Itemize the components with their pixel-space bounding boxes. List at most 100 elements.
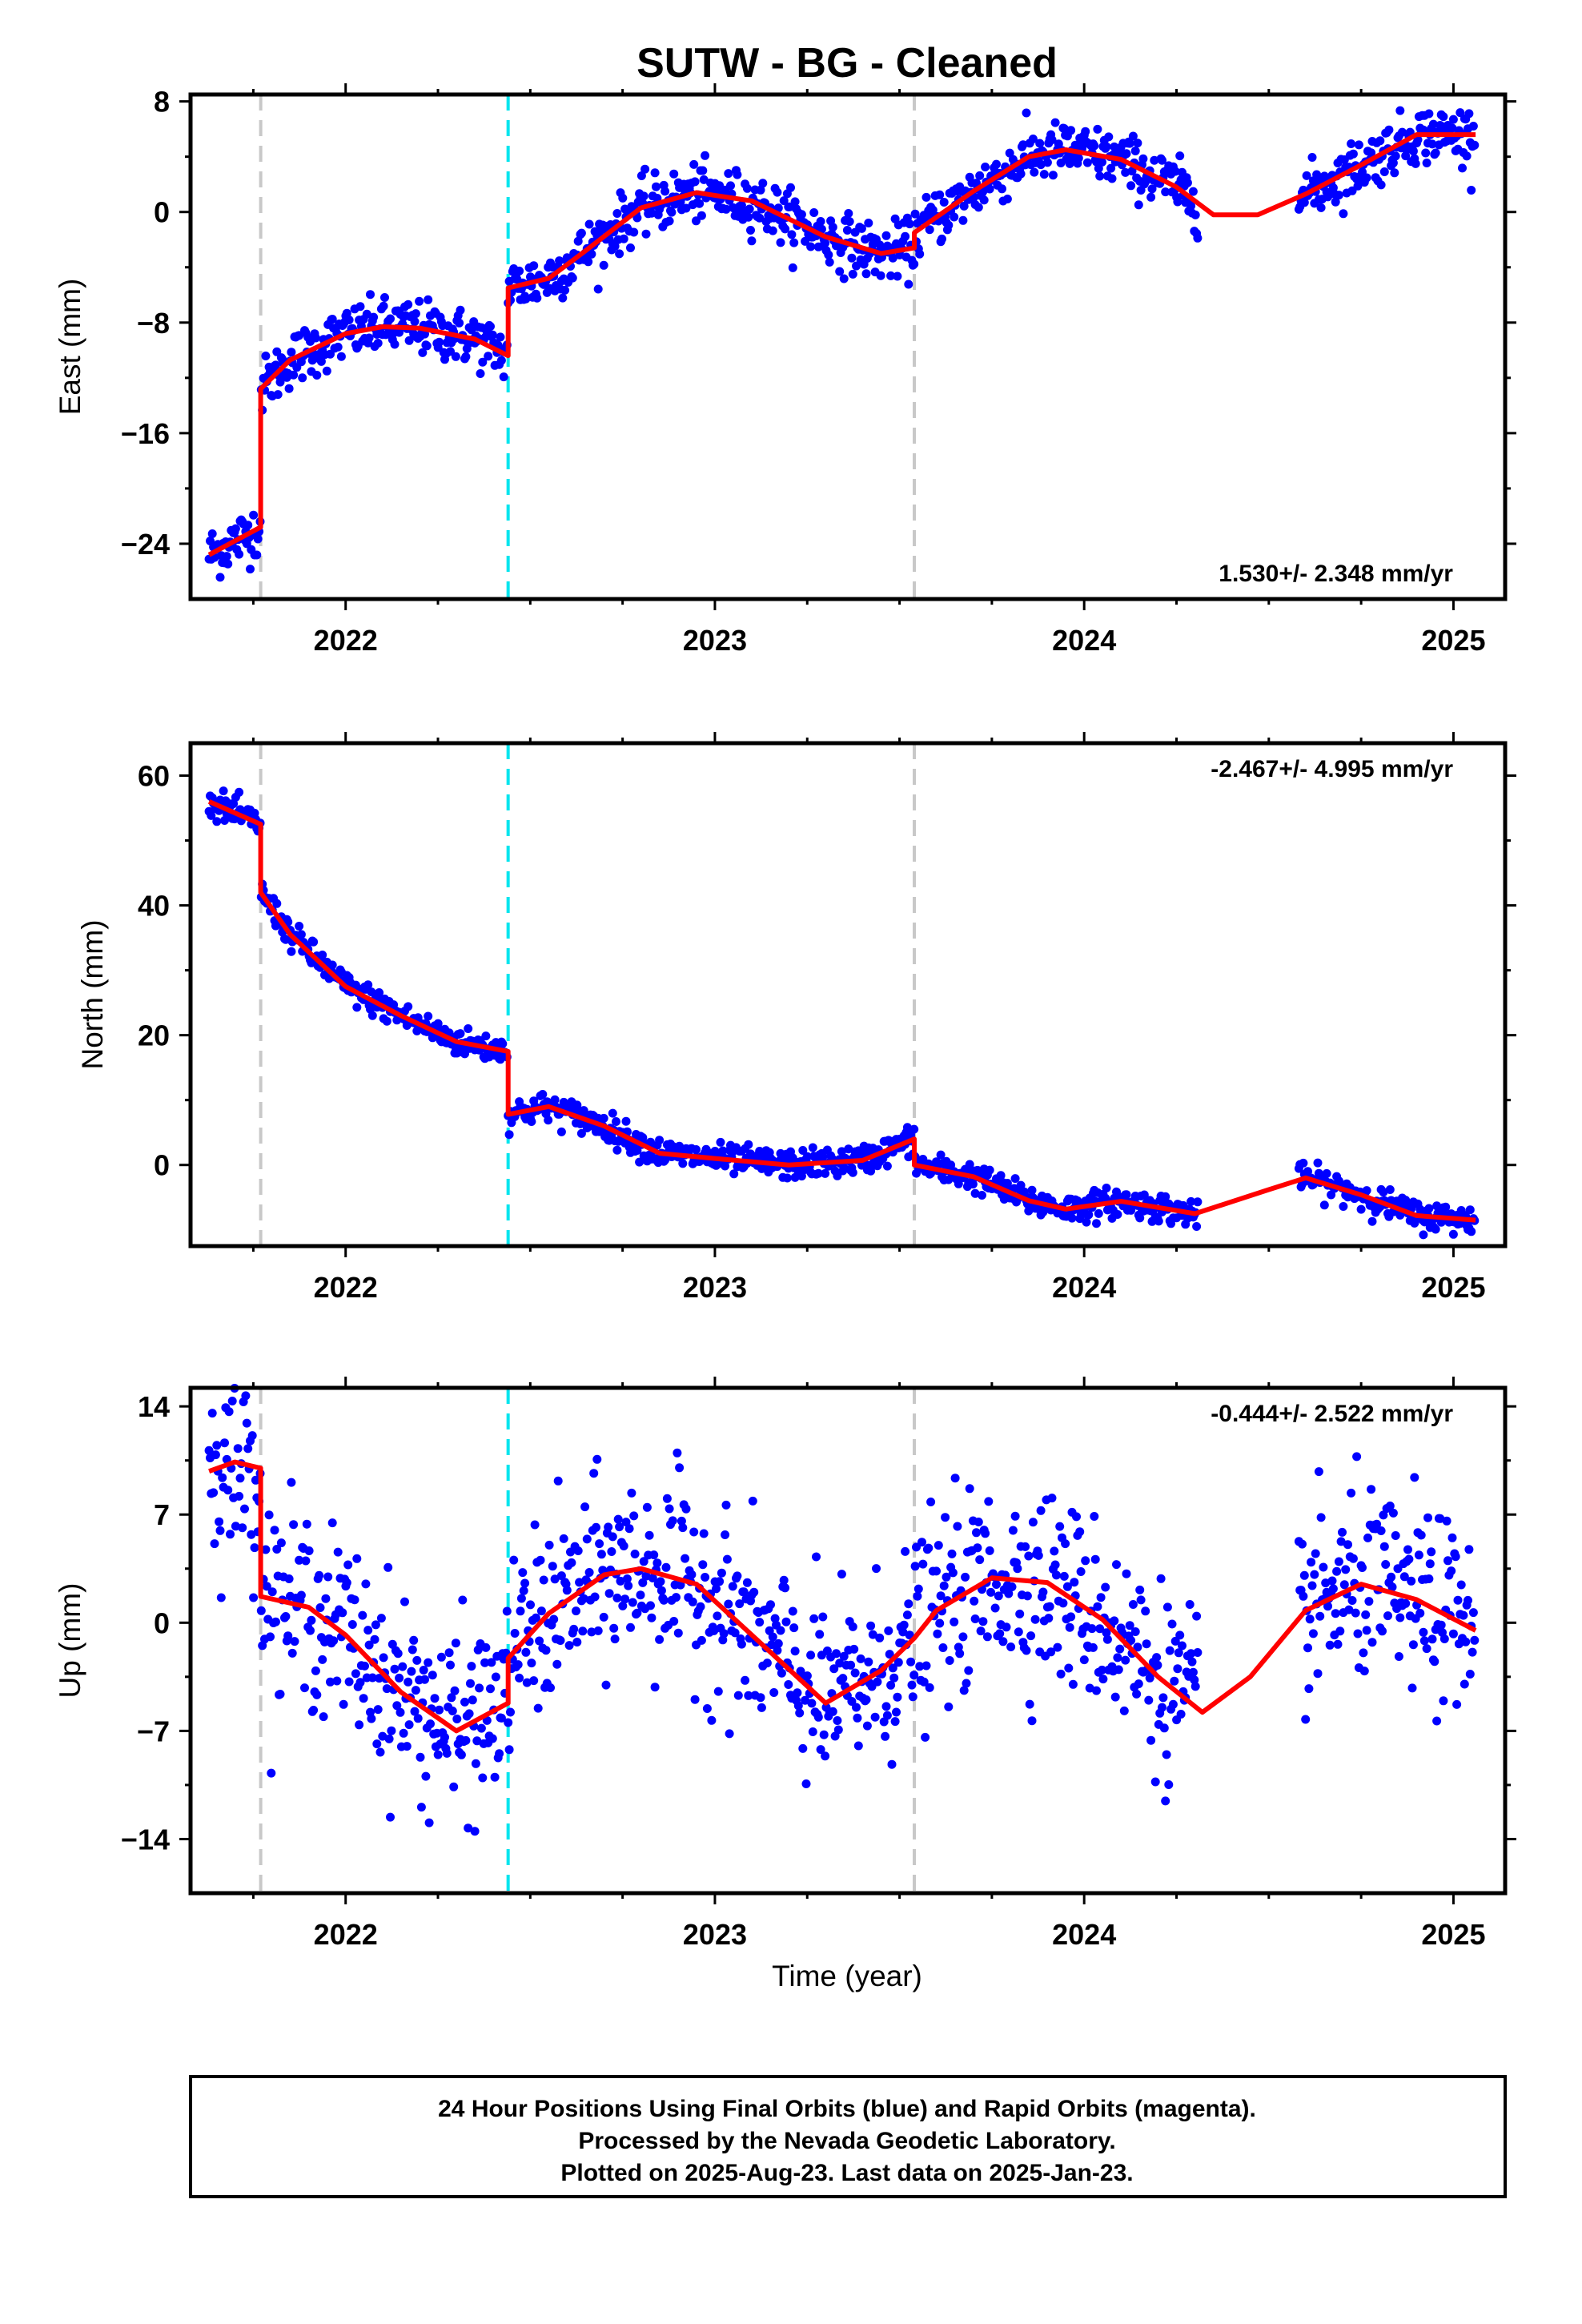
up-observation-point (995, 1629, 1005, 1638)
east-rate-label: 1.530+/- 2.348 mm/yr (1219, 561, 1453, 587)
north-observation-point (821, 1168, 830, 1178)
up-observation-point (975, 1555, 985, 1565)
up-observation-point (440, 1732, 449, 1742)
up-observation-point (289, 1520, 299, 1530)
up-observation-point (1096, 1593, 1106, 1602)
east-observation-point (576, 228, 586, 238)
east-observation-point (745, 204, 754, 214)
up-observation-point (480, 1658, 490, 1667)
up-observation-point (398, 1662, 408, 1671)
up-observation-point (1335, 1626, 1345, 1636)
up-observation-point (701, 1573, 710, 1582)
east-observation-point (418, 348, 428, 357)
north-observation-point (621, 1116, 631, 1126)
east-observation-point (1388, 159, 1398, 167)
up-observation-point (1047, 1494, 1057, 1503)
east-observation-point (699, 175, 709, 184)
east-observation-point (1331, 197, 1340, 207)
up-observation-point (541, 1646, 551, 1655)
up-observation-point (901, 1546, 910, 1556)
up-observation-point (1038, 1587, 1048, 1597)
up-observation-point (767, 1640, 777, 1650)
east-observation-point (726, 181, 735, 191)
east-observation-point (733, 170, 742, 179)
up-observation-point (838, 1674, 848, 1683)
east-observation-point (1339, 209, 1348, 219)
up-observation-point (904, 1599, 913, 1609)
east-observation-point (1375, 136, 1385, 146)
east-observation-point (928, 205, 938, 215)
east-observation-point (809, 208, 819, 217)
east-observation-point (1367, 148, 1376, 158)
up-observation-point (629, 1511, 639, 1521)
up-observation-point (1164, 1780, 1174, 1789)
north-observation-point (287, 947, 296, 956)
up-observation-point (950, 1617, 959, 1626)
up-observation-point (638, 1578, 648, 1587)
east-observation-point (373, 339, 383, 348)
up-observation-point (1126, 1635, 1136, 1645)
up-observation-point (941, 1513, 950, 1522)
east-observation-point (215, 573, 225, 582)
up-observation-point (945, 1656, 954, 1665)
up-observation-point (575, 1578, 584, 1587)
up-observation-point (816, 1745, 825, 1755)
north-observation-point (1016, 1180, 1026, 1190)
east-observation-point (599, 260, 608, 270)
east-observation-point (1421, 148, 1431, 158)
up-observation-point (1101, 1582, 1110, 1592)
east-observation-point (1121, 167, 1130, 177)
east-observation-point (785, 202, 794, 211)
north-observation-point (556, 1127, 566, 1136)
up-observation-point (513, 1660, 523, 1670)
up-observation-point (1442, 1516, 1452, 1526)
east-observation-point (1106, 163, 1116, 173)
up-observation-point (1034, 1550, 1043, 1560)
east-observation-point (1462, 151, 1472, 161)
up-observation-point (910, 1562, 920, 1571)
east-observation-point (322, 366, 331, 376)
east-observation-point (786, 183, 795, 192)
north-observation-point (813, 1168, 823, 1178)
up-observation-point (741, 1675, 750, 1685)
up-observation-point (467, 1662, 476, 1671)
up-observation-point (918, 1559, 928, 1569)
north-observation-point (608, 1108, 617, 1118)
up-observation-point (1142, 1639, 1151, 1649)
east-observation-point (610, 242, 620, 251)
up-observation-point (223, 1486, 233, 1495)
east-observation-point (1447, 123, 1457, 133)
north-observation-point (327, 960, 337, 970)
east-observation-point (235, 549, 244, 559)
chart-title: SUTW - BG - Cleaned (636, 40, 1058, 86)
up-observation-point (367, 1714, 376, 1723)
east-observation-point (587, 249, 596, 259)
up-observation-point (1076, 1567, 1086, 1576)
east-observation-point (333, 342, 343, 352)
up-observation-point (395, 1673, 404, 1683)
north-observation-point (909, 1124, 919, 1134)
up-observation-point (1378, 1626, 1387, 1636)
up-observation-point (849, 1644, 859, 1654)
up-observation-point (287, 1648, 297, 1658)
east-observation-point (747, 236, 757, 246)
up-observation-point (926, 1498, 936, 1506)
up-observation-point (573, 1546, 583, 1555)
up-observation-point (604, 1522, 613, 1532)
up-observation-point (599, 1612, 608, 1622)
up-observation-point (1305, 1614, 1315, 1624)
east-observation-point (261, 352, 271, 360)
up-observation-point (862, 1721, 872, 1731)
up-observation-point (456, 1750, 466, 1759)
up-observation-point (446, 1660, 455, 1670)
east-observation-point (223, 559, 233, 569)
up-observation-point (974, 1518, 983, 1526)
east-observation-point (697, 211, 706, 220)
up-observation-point (592, 1522, 600, 1532)
east-observation-point (222, 552, 231, 561)
north-observation-point (1313, 1158, 1323, 1168)
up-observation-point (981, 1529, 990, 1538)
east-observation-point (1093, 124, 1102, 134)
east-observation-point (910, 209, 920, 219)
up-observation-point (707, 1715, 717, 1725)
